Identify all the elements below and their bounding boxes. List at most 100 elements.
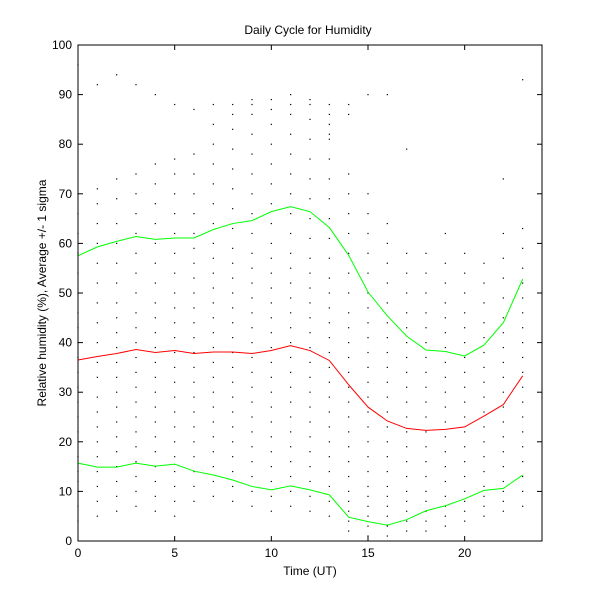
series-line-average-1-sigma — [77, 206, 524, 357]
y-tick-label: 100 — [52, 38, 72, 52]
scatter-point — [270, 317, 272, 319]
scatter-point — [464, 371, 466, 373]
scatter-point — [290, 371, 292, 373]
scatter-point — [193, 292, 195, 294]
scatter-point — [251, 475, 253, 478]
scatter-point — [406, 401, 408, 403]
scatter-point — [406, 475, 408, 478]
y-tick-label: 60 — [59, 236, 73, 250]
scatter-point — [425, 431, 427, 433]
scatter-point — [116, 406, 118, 408]
scatter-point — [328, 426, 330, 428]
scatter-point — [522, 327, 524, 329]
scatter-point — [406, 371, 408, 373]
scatter-point — [212, 317, 214, 319]
scatter-point — [309, 98, 311, 101]
scatter-point — [154, 203, 156, 205]
scatter-point — [154, 510, 156, 512]
scatter-point — [290, 153, 292, 155]
scatter-point — [174, 337, 176, 339]
scatter-point — [270, 332, 272, 334]
scatter-point — [464, 342, 466, 344]
scatter-point — [444, 436, 446, 438]
scatter-point — [174, 456, 176, 458]
scatter-point — [193, 173, 195, 175]
scatter-point — [425, 520, 427, 522]
scatter-point — [444, 346, 446, 349]
scatter-point — [328, 158, 330, 160]
scatter-point — [444, 451, 446, 453]
scatter-point — [367, 366, 369, 368]
scatter-point — [444, 376, 446, 378]
scatter-point — [348, 475, 350, 478]
scatter-point — [367, 495, 369, 497]
scatter-point — [522, 247, 524, 249]
scatter-point — [270, 123, 272, 125]
scatter-point — [309, 317, 311, 319]
scatter-point — [502, 346, 504, 349]
scatter-point — [135, 84, 137, 86]
scatter-point — [154, 421, 156, 423]
scatter-point — [135, 292, 137, 294]
scatter-point — [232, 441, 234, 443]
scatter-point — [96, 282, 98, 284]
scatter-point — [444, 302, 446, 304]
scatter-point — [154, 346, 156, 349]
y-tick-label: 30 — [59, 385, 73, 399]
scatter-point — [116, 361, 118, 364]
scatter-point — [212, 421, 214, 423]
scatter-point — [483, 456, 485, 458]
scatter-point — [135, 213, 137, 215]
scatter-point — [348, 431, 350, 433]
scatter-point — [406, 510, 408, 512]
scatter-point — [328, 456, 330, 458]
scatter-point — [290, 446, 292, 448]
scatter-point — [348, 401, 350, 403]
scatter-point — [96, 322, 98, 324]
scatter-point — [386, 242, 388, 244]
scatter-point — [425, 461, 427, 463]
scatter-point — [290, 327, 292, 329]
scatter-point — [386, 381, 388, 383]
scatter-point — [502, 317, 504, 319]
scatter-point — [290, 94, 292, 96]
series-line-average-1-sigma — [77, 462, 523, 526]
scatter-point — [193, 441, 195, 443]
scatter-point — [309, 510, 311, 512]
scatter-point — [425, 342, 427, 344]
scatter-point — [193, 426, 195, 428]
scatter-point — [116, 198, 118, 200]
scatter-point — [232, 381, 234, 383]
scatter-point — [290, 133, 292, 135]
scatter-point — [444, 262, 446, 264]
scatter-point — [444, 421, 446, 423]
scatter-point — [290, 312, 292, 314]
scatter-point — [348, 232, 350, 235]
scatter-point — [135, 490, 137, 492]
scatter-point — [174, 307, 176, 309]
scatter-point — [270, 480, 272, 483]
scatter-point — [270, 98, 272, 101]
scatter-point — [483, 381, 485, 383]
scatter-point — [116, 178, 118, 180]
scatter-point — [116, 282, 118, 284]
scatter-point — [290, 173, 292, 175]
scatter-point — [367, 525, 369, 527]
scatter-point — [309, 421, 311, 423]
scatter-point — [328, 515, 330, 517]
scatter-point — [135, 342, 137, 344]
x-tick-label: 0 — [75, 546, 82, 560]
scatter-point — [270, 287, 272, 289]
scatter-point — [502, 490, 504, 492]
scatter-point — [464, 446, 466, 448]
scatter-point — [270, 183, 272, 185]
scatter-point — [193, 485, 195, 488]
scatter-point — [154, 495, 156, 497]
scatter-point — [154, 94, 156, 96]
scatter-point — [154, 332, 156, 334]
y-tick-label: 10 — [59, 484, 73, 498]
scatter-point — [328, 381, 330, 383]
scatter-point — [309, 178, 311, 180]
scatter-point — [232, 366, 234, 368]
scatter-point — [232, 337, 234, 339]
